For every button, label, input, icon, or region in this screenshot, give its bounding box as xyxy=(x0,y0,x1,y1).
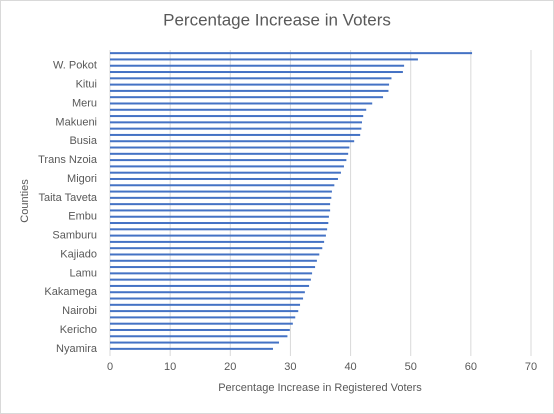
y-tick-label: Kericho xyxy=(60,324,97,336)
bar xyxy=(110,347,273,350)
y-tick-label: Makueni xyxy=(55,116,97,128)
bar xyxy=(110,177,338,180)
bar xyxy=(110,52,473,55)
y-tick-label: Taita Taveta xyxy=(38,192,97,204)
bar xyxy=(110,259,317,262)
bar xyxy=(110,89,389,92)
y-tick-label: Lamu xyxy=(69,267,97,279)
x-tick-label: 0 xyxy=(107,361,113,373)
bar xyxy=(110,253,320,256)
bar xyxy=(110,140,355,143)
x-tick-label: 70 xyxy=(525,361,537,373)
y-tick-label: Busia xyxy=(69,135,97,147)
x-tick-label: 30 xyxy=(284,361,296,373)
x-tick-label: 20 xyxy=(224,361,236,373)
bar xyxy=(110,108,367,111)
bar xyxy=(110,328,290,331)
y-tick-label: Meru xyxy=(72,97,97,109)
bar xyxy=(110,152,349,155)
bar xyxy=(110,303,301,306)
x-tick-label: 60 xyxy=(465,361,477,373)
bar xyxy=(110,77,392,80)
x-tick-label: 50 xyxy=(405,361,417,373)
bar xyxy=(110,146,350,149)
bar xyxy=(110,335,288,338)
bar xyxy=(110,310,299,313)
bar xyxy=(110,209,331,212)
y-tick-label: Migori xyxy=(67,173,97,185)
bar xyxy=(110,196,332,199)
bar xyxy=(110,127,362,130)
bar xyxy=(110,222,329,225)
bar xyxy=(110,266,316,269)
y-tick-label: Kajiado xyxy=(60,248,97,260)
bar xyxy=(110,278,311,281)
bar xyxy=(110,115,364,118)
y-tick-label: W. Pokot xyxy=(53,60,97,72)
bar xyxy=(110,215,329,218)
bar xyxy=(110,341,280,344)
bar xyxy=(110,240,325,243)
bar xyxy=(110,291,305,294)
bar xyxy=(110,58,418,61)
y-tick-label: Kitui xyxy=(76,79,97,91)
bar xyxy=(110,322,293,325)
bar xyxy=(110,71,403,74)
bar xyxy=(110,247,323,250)
bar xyxy=(110,272,313,275)
bar xyxy=(110,96,384,99)
y-tick-label: Samburu xyxy=(52,230,97,242)
y-tick-label: Kakamega xyxy=(44,286,97,298)
y-tick-label: Nairobi xyxy=(62,305,97,317)
y-tick-label: Embu xyxy=(68,211,97,223)
bar xyxy=(110,316,296,319)
bar xyxy=(110,159,347,162)
x-tick-label: 40 xyxy=(344,361,356,373)
bar xyxy=(110,284,310,287)
bar xyxy=(110,64,405,67)
bar xyxy=(110,171,341,174)
bar xyxy=(110,203,331,206)
x-tick-label: 10 xyxy=(164,361,176,373)
y-tick-label: Nyamira xyxy=(56,343,98,355)
bar xyxy=(110,184,335,187)
bar xyxy=(110,133,361,136)
y-axis-title: Counties xyxy=(19,179,31,223)
bar xyxy=(110,228,328,231)
bar xyxy=(110,190,332,193)
bar xyxy=(110,234,326,237)
bar xyxy=(110,83,390,86)
bar xyxy=(110,165,344,168)
chart-title: Percentage Increase in Voters xyxy=(163,10,391,29)
y-tick-label: Trans Nzoia xyxy=(38,154,98,166)
bar xyxy=(110,102,373,105)
bar xyxy=(110,297,304,300)
x-axis-title: Percentage Increase in Registered Voters xyxy=(218,382,422,394)
bar xyxy=(110,121,362,124)
